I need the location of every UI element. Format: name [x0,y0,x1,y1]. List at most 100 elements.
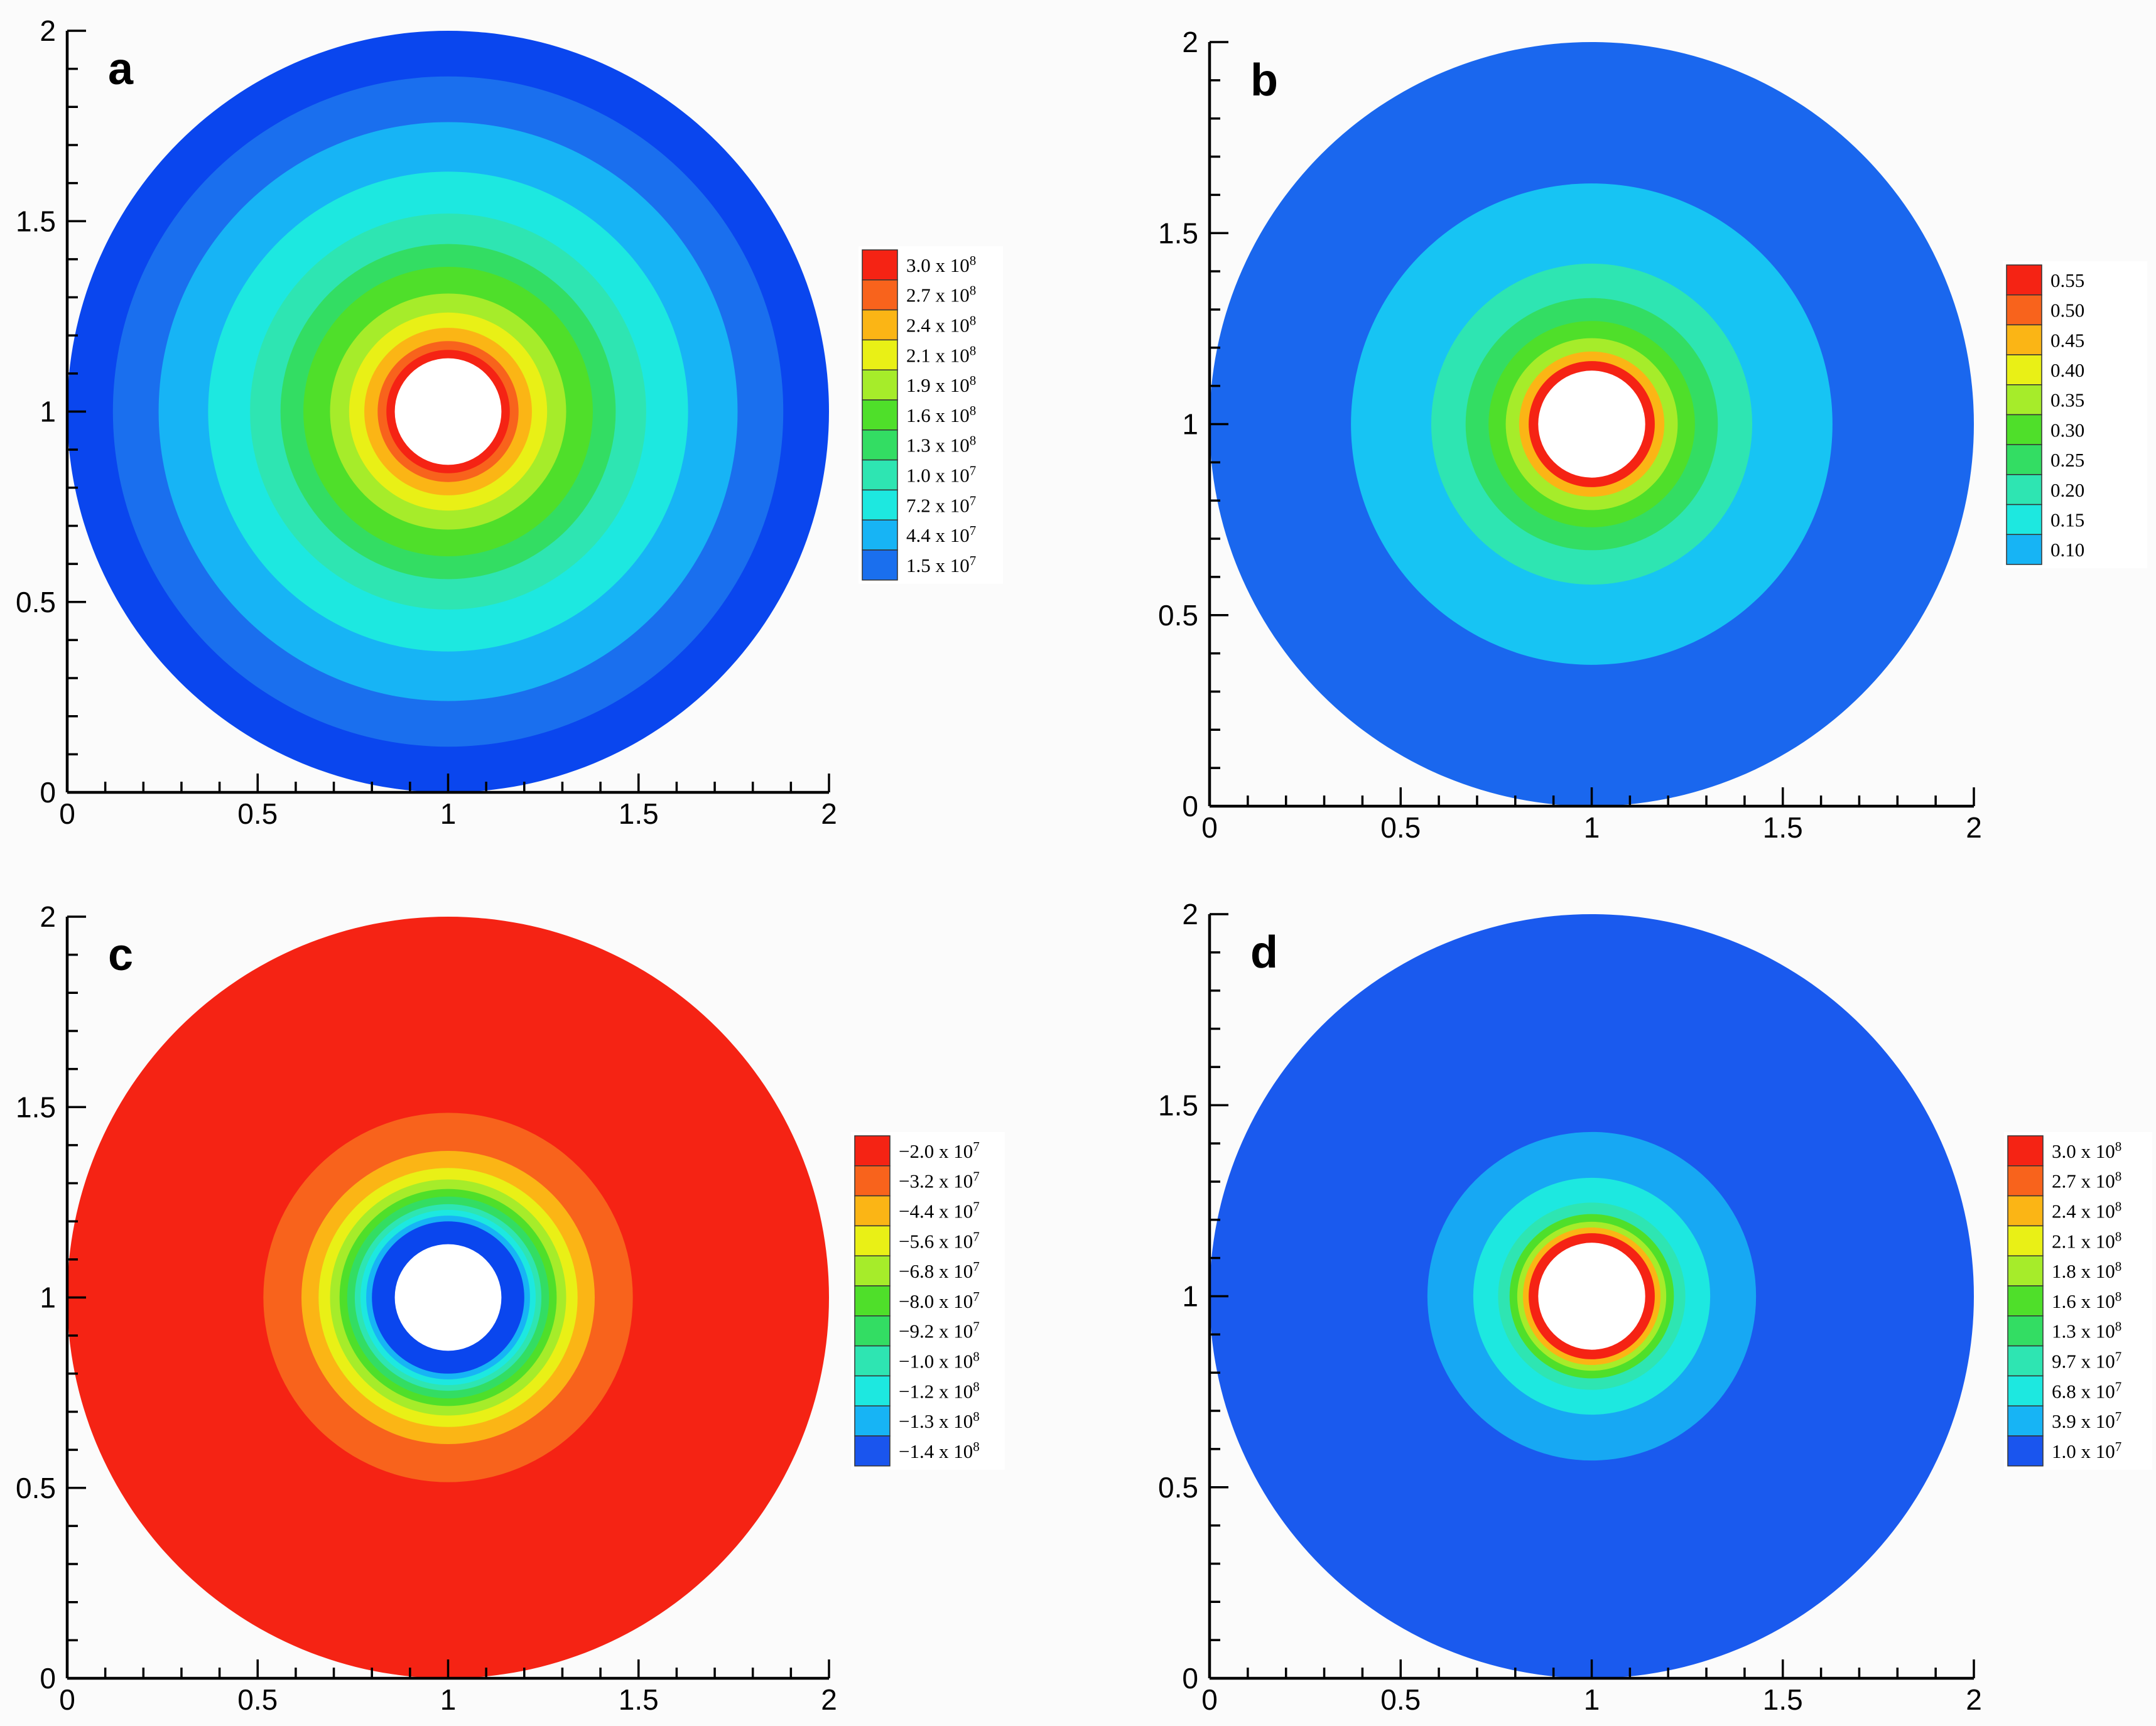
legend-swatch [2006,414,2042,445]
legend-label: 0.55 [2050,269,2084,291]
y-tick-label: 1 [40,1281,56,1314]
x-tick-label: 2 [821,797,837,830]
legend-swatch [862,519,898,551]
x-tick-label: 0.5 [1380,1683,1421,1716]
inner-hole [1538,1243,1645,1350]
y-tick-label: 1.5 [1158,217,1198,249]
legend-label: 6.8 x 107 [2052,1379,2121,1402]
legend-swatch [862,549,898,581]
legend-label: 0.30 [2050,419,2084,441]
legend-swatch [854,1375,891,1406]
legend-label: 0.25 [2050,449,2084,471]
y-tick-label: 0.5 [1158,599,1198,632]
legend-swatch [2007,1435,2044,1467]
legend-label: −9.2 x 107 [899,1319,980,1342]
legend-label: 0.15 [2050,509,2084,531]
legend-swatch [862,339,898,370]
x-tick-label: 0 [59,1683,75,1716]
legend-swatch [2006,504,2042,536]
legend-swatch [2007,1255,2044,1286]
y-tick-label: 2 [40,900,56,933]
legend-label: 1.3 x 108 [906,433,976,456]
x-tick-label: 1.5 [1763,1683,1803,1716]
y-tick-label: 1.5 [16,205,56,237]
inner-hole [394,1244,502,1351]
legend-label: 1.8 x 108 [2052,1259,2121,1282]
legend-swatch [862,309,898,341]
legend-swatch [2007,1405,2044,1437]
legend-swatch [2007,1195,2044,1227]
legend-label: −2.0 x 107 [899,1139,980,1162]
legend-swatch [2006,474,2042,505]
legend-label: 2.1 x 108 [2052,1229,2121,1252]
x-tick-label: 0 [59,797,75,830]
x-tick-label: 2 [1966,1683,1982,1716]
legend-label: 4.4 x 107 [906,523,976,546]
x-tick-label: 1 [440,1683,457,1716]
legend: 3.0 x 108 2.7 x 108 2.4 x 108 2.1 x 108 1.9 … [859,246,1003,584]
x-tick-label: 1 [1584,811,1600,844]
panel-c: 0 0.5 1 1.5 200.511.52c−2.0 x 107−3.2 x 107−… [16,900,1005,1716]
legend-label: −6.8 x 107 [899,1259,980,1282]
legend-label: −3.2 x 107 [899,1169,980,1192]
y-tick-label: 2 [40,14,56,47]
inner-hole [394,358,502,465]
x-tick-label: 0 [1201,811,1218,844]
y-tick-label: 0 [1182,790,1198,823]
x-tick-label: 2 [1966,811,1982,844]
legend-swatch [2007,1165,2044,1197]
y-tick-label: 1 [40,396,56,428]
legend-swatch [854,1315,891,1347]
y-tick-label: 0 [1182,1662,1198,1695]
legend-swatch [854,1255,891,1286]
inner-hole [1538,370,1645,478]
legend-label: 1.5 x 107 [906,553,976,576]
legend-swatch [854,1135,891,1167]
legend-label: 1.6 x 108 [2052,1289,2121,1312]
y-tick-label: 0.5 [16,586,56,618]
legend-label: 0.20 [2050,479,2084,501]
legend-label: 3.0 x 108 [2052,1139,2121,1162]
legend-label: 2.4 x 108 [906,313,976,337]
legend-label: 2.7 x 108 [2052,1169,2121,1192]
legend-swatch [2006,354,2042,386]
legend-swatch [2006,384,2042,416]
panel-letter: d [1250,927,1278,978]
legend-label: 7.2 x 107 [906,493,976,516]
legend-swatch [2007,1225,2044,1256]
panel-letter: b [1250,55,1278,105]
legend-swatch [862,429,898,461]
x-tick-label: 1 [440,797,457,830]
legend-label: 1.0 x 107 [906,463,976,487]
legend-swatch [854,1435,891,1467]
x-tick-label: 1.5 [1763,811,1803,844]
legend-label: 2.1 x 108 [906,343,976,366]
y-tick-label: 1 [1182,1280,1198,1313]
legend-swatch [2006,534,2042,565]
legend-label: 0.35 [2050,389,2084,411]
legend: 0.55 0.50 0.45 0.40 0.35 0.30 0.25 0.20 0.15 0.10 [2003,261,2147,568]
legend-swatch [862,249,898,281]
x-tick-label: 1.5 [619,797,659,830]
panel-letter: a [108,44,134,94]
legend-swatch [862,369,898,401]
legend-swatch [854,1225,891,1256]
legend-label: −1.0 x 108 [899,1349,980,1373]
legend-label: 1.0 x 107 [2052,1439,2121,1462]
legend-label: 2.7 x 108 [906,283,976,306]
legend-label: −1.4 x 108 [899,1439,980,1462]
legend-label: −1.2 x 108 [899,1379,980,1402]
legend-swatch [854,1165,891,1197]
legend-label: 3.9 x 107 [2052,1409,2121,1432]
legend-label: 0.40 [2050,359,2084,381]
legend-label: −4.4 x 107 [899,1199,980,1222]
panel-b: 0 0.5 1 1.5 200.511.52b0.550.500.450.400.350… [1158,26,2147,844]
legend-label: 1.9 x 108 [906,373,976,396]
legend-swatch [2007,1345,2044,1377]
y-tick-label: 0.5 [1158,1471,1198,1504]
legend-swatch [862,279,898,311]
legend-swatch [2006,294,2042,326]
legend-swatch [2006,264,2042,296]
legend-swatch [2006,324,2042,355]
